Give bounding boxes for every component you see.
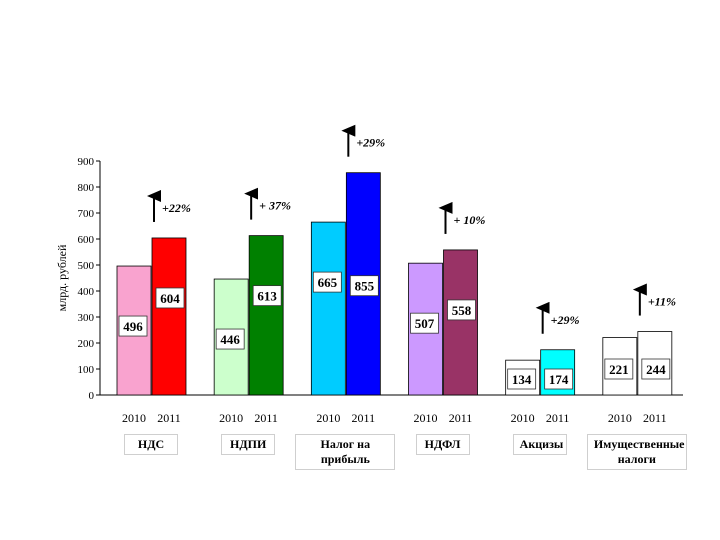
data-label: 855 — [355, 279, 375, 294]
growth-label: +11% — [648, 295, 676, 309]
y-tick-label: 700 — [78, 208, 95, 220]
y-tick-label: 200 — [78, 338, 95, 350]
x-tick-label: 2010 — [511, 411, 535, 425]
data-label-box — [155, 287, 185, 309]
x-tick-label: 2011 — [449, 411, 473, 425]
y-tick-label: 400 — [78, 286, 95, 298]
x-tick-label: 2011 — [254, 411, 278, 425]
y-tick-label: 800 — [78, 182, 95, 194]
data-label-box — [507, 368, 537, 390]
bar-2010 — [310, 221, 346, 396]
y-tick-label: 600 — [78, 234, 95, 246]
bar-2011 — [248, 235, 284, 396]
data-label: 496 — [123, 319, 143, 334]
data-label: 221 — [609, 362, 629, 377]
y-tick-label: 900 — [78, 156, 95, 168]
data-label-box — [215, 328, 245, 350]
data-label: 604 — [160, 291, 180, 306]
category-label: Имущественные налоги — [586, 434, 687, 470]
data-label: 665 — [318, 275, 338, 290]
data-label: 446 — [220, 332, 240, 347]
y-tick-label: 500 — [78, 260, 95, 272]
data-label-box — [349, 275, 379, 297]
data-label-box — [410, 312, 439, 334]
y-axis-label: млрд. рублей — [55, 244, 69, 311]
data-label: 613 — [257, 289, 277, 304]
growth-label: + 37% — [259, 199, 291, 213]
data-label-box — [252, 285, 282, 307]
category-label: Налог на прибыль — [295, 434, 396, 470]
x-tick-label: 2010 — [608, 411, 632, 425]
data-label-box — [604, 358, 634, 380]
data-label: 174 — [549, 372, 569, 387]
x-tick-label: 2010 — [316, 411, 340, 425]
growth-label: +29% — [356, 136, 385, 150]
x-tick-label: 2010 — [414, 411, 438, 425]
data-label: 244 — [646, 362, 666, 377]
data-label: 134 — [512, 372, 532, 387]
x-tick-label: 2011 — [643, 411, 667, 425]
data-label-box — [118, 315, 148, 337]
x-tick-label: 2010 — [219, 411, 243, 425]
bar-2011 — [443, 249, 478, 396]
category-label: Акцизы — [512, 434, 567, 455]
y-tick-label: 300 — [78, 312, 95, 324]
data-label: 558 — [452, 303, 472, 318]
data-label-box — [447, 299, 476, 321]
bar-2011 — [151, 237, 187, 396]
y-tick-label: 0 — [89, 390, 95, 402]
x-tick-label: 2011 — [352, 411, 376, 425]
data-label: 507 — [415, 316, 435, 331]
data-label-box — [544, 368, 574, 390]
x-tick-label: 2011 — [157, 411, 181, 425]
data-label-box — [312, 271, 342, 293]
y-tick-label: 100 — [78, 364, 95, 376]
growth-label: + 10% — [454, 213, 486, 227]
x-tick-label: 2010 — [122, 411, 146, 425]
category-label: НДПИ — [221, 434, 276, 455]
growth-label: +29% — [551, 313, 580, 327]
x-tick-label: 2011 — [546, 411, 570, 425]
category-label: НДФЛ — [415, 434, 470, 455]
data-label-box — [641, 358, 671, 380]
category-label: НДС — [124, 434, 178, 455]
growth-label: +22% — [162, 201, 191, 215]
